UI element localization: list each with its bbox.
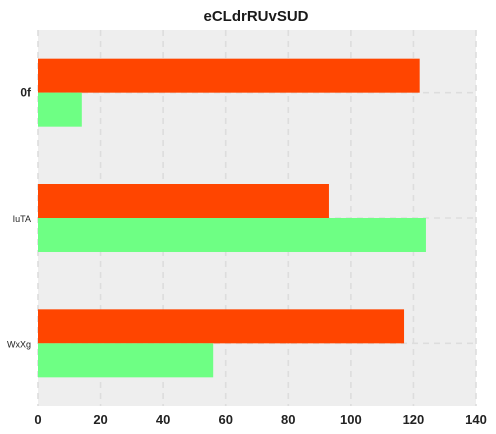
- bar-series-1-0f: [38, 58, 420, 93]
- chart-title: eCLdrRUvSUD: [203, 8, 308, 25]
- x-tick-label: 0: [34, 412, 41, 427]
- x-tick-label: 80: [281, 412, 295, 427]
- x-tick-label: 20: [93, 412, 107, 427]
- y-axis-ticks: 0f IuTA WxXg: [7, 86, 32, 350]
- bar-series-2-0f: [38, 92, 82, 127]
- x-tick-label: 60: [218, 412, 232, 427]
- y-tick-label: 0f: [20, 86, 32, 100]
- x-tick-label: 100: [340, 412, 362, 427]
- bar-series-2-IuTA: [38, 218, 426, 252]
- y-tick-label: WxXg: [7, 339, 31, 349]
- x-tick-label: 40: [156, 412, 170, 427]
- bar-series-2-WxXg: [38, 343, 214, 378]
- bar-series-1-IuTA: [38, 184, 329, 218]
- bars: [38, 58, 426, 378]
- x-tick-label: 120: [403, 412, 425, 427]
- x-tick-label: 140: [465, 412, 487, 427]
- bar-series-1-WxXg: [38, 309, 405, 344]
- y-tick-label: IuTA: [13, 214, 31, 224]
- x-axis-ticks: 0 20 40 60 80 100 120 140: [34, 412, 486, 427]
